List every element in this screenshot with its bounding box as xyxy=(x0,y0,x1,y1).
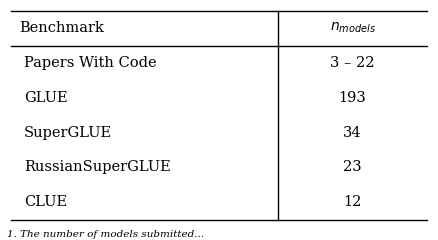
Text: SuperGLUE: SuperGLUE xyxy=(24,126,112,140)
Text: 1. The number of models submitted...: 1. The number of models submitted... xyxy=(7,230,204,239)
Text: 193: 193 xyxy=(339,91,367,105)
Text: 3 – 22: 3 – 22 xyxy=(330,56,375,70)
Text: 12: 12 xyxy=(343,195,362,209)
Text: GLUE: GLUE xyxy=(24,91,68,105)
Text: Benchmark: Benchmark xyxy=(19,21,104,35)
Text: 34: 34 xyxy=(343,126,362,140)
Text: RussianSuperGLUE: RussianSuperGLUE xyxy=(24,160,171,174)
Text: Papers With Code: Papers With Code xyxy=(24,56,157,70)
Text: $n_{models}$: $n_{models}$ xyxy=(330,21,375,36)
Text: 23: 23 xyxy=(343,160,362,174)
Text: CLUE: CLUE xyxy=(24,195,67,209)
